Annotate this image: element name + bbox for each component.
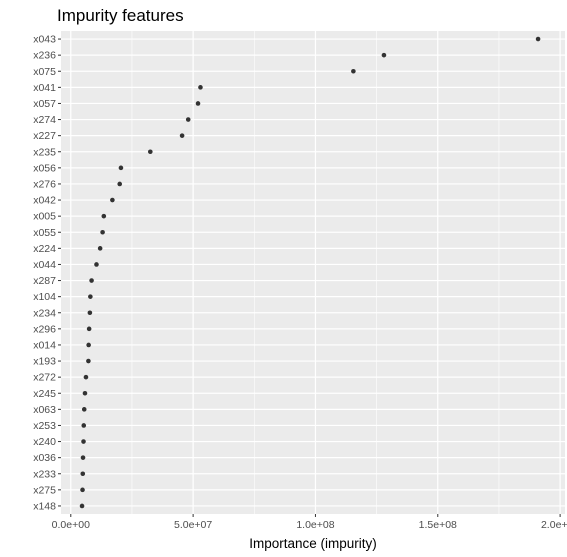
y-tick-label: x287 bbox=[33, 275, 56, 287]
y-tick-label: x014 bbox=[33, 339, 56, 351]
data-point bbox=[80, 455, 86, 460]
data-point bbox=[81, 407, 87, 412]
y-tick-label: x056 bbox=[33, 162, 56, 174]
y-tick-label: x296 bbox=[33, 323, 56, 335]
data-point bbox=[80, 487, 85, 493]
data-point bbox=[351, 68, 356, 74]
x-axis: 0.0e+00 5.0e+07 1.0e+08 1.5e+08 2.0e+08 bbox=[52, 514, 567, 531]
data-point bbox=[88, 294, 93, 299]
y-tick-label: x234 bbox=[33, 307, 56, 319]
data-point bbox=[100, 229, 105, 235]
data-point bbox=[81, 423, 87, 428]
y-tick-label: x193 bbox=[33, 356, 56, 368]
y-tick-label: x236 bbox=[33, 50, 56, 62]
data-point bbox=[381, 52, 387, 58]
y-tick-label: x235 bbox=[33, 146, 56, 158]
data-point bbox=[195, 101, 201, 106]
x-tick-label: 1.0e+08 bbox=[296, 519, 334, 531]
y-tick-label: x272 bbox=[33, 372, 56, 384]
y-tick-label: x075 bbox=[33, 66, 56, 78]
y-tick-label: x233 bbox=[33, 468, 56, 480]
y-tick-label: x245 bbox=[33, 388, 56, 400]
y-tick-label: x274 bbox=[33, 114, 56, 126]
data-point bbox=[535, 36, 541, 42]
data-points bbox=[79, 36, 541, 509]
x-tick-label: 0.0e+00 bbox=[52, 519, 90, 531]
y-tick-label: x042 bbox=[33, 195, 56, 207]
data-point bbox=[94, 262, 99, 267]
data-point bbox=[185, 117, 191, 122]
y-tick-label: x036 bbox=[33, 452, 56, 464]
y-tick-label: x148 bbox=[33, 500, 56, 512]
data-point bbox=[87, 310, 93, 316]
y-tick-label: x253 bbox=[33, 420, 56, 432]
minor-gridlines bbox=[131, 31, 500, 514]
y-tick-label: x275 bbox=[33, 484, 56, 496]
data-point bbox=[89, 278, 94, 283]
data-point bbox=[86, 358, 91, 364]
y-tick-label: x055 bbox=[33, 227, 56, 239]
data-point bbox=[79, 503, 85, 509]
major-gridlines bbox=[61, 31, 565, 514]
data-point bbox=[179, 133, 185, 138]
y-tick-label: x240 bbox=[33, 436, 56, 448]
x-axis-title: Importance (impurity) bbox=[249, 536, 377, 551]
y-tick-label: x044 bbox=[33, 259, 56, 271]
data-point bbox=[97, 246, 103, 251]
data-point bbox=[110, 197, 115, 203]
data-point bbox=[86, 342, 91, 348]
y-tick-label: x043 bbox=[33, 34, 56, 46]
plot-panel bbox=[61, 31, 565, 514]
y-tick-label: x041 bbox=[33, 82, 56, 94]
data-point bbox=[86, 326, 92, 332]
x-tick-label: 5.0e+07 bbox=[174, 519, 212, 531]
y-tick-label: x104 bbox=[33, 291, 56, 303]
x-tick-label: 2.0e+08 bbox=[541, 519, 567, 531]
data-point bbox=[118, 165, 124, 171]
y-tick-label: x224 bbox=[33, 243, 56, 255]
y-tick-label: x276 bbox=[33, 178, 56, 190]
data-point bbox=[83, 374, 89, 380]
y-tick-label: x227 bbox=[33, 130, 56, 142]
chart-title: Impurity features bbox=[57, 6, 184, 25]
data-point bbox=[101, 213, 107, 219]
data-point bbox=[82, 390, 88, 396]
data-point bbox=[198, 85, 203, 90]
y-tick-label: x057 bbox=[33, 98, 56, 110]
data-point bbox=[148, 149, 153, 155]
x-tick-label: 1.5e+08 bbox=[419, 519, 457, 531]
y-tick-label: x063 bbox=[33, 404, 56, 416]
data-point bbox=[81, 439, 86, 444]
data-point bbox=[80, 471, 86, 477]
data-point bbox=[117, 181, 123, 187]
y-tick-label: x005 bbox=[33, 211, 56, 223]
y-axis: x043 x236 x075 x041 x057 x274 x227 x235 x056 x276… bbox=[33, 34, 61, 512]
